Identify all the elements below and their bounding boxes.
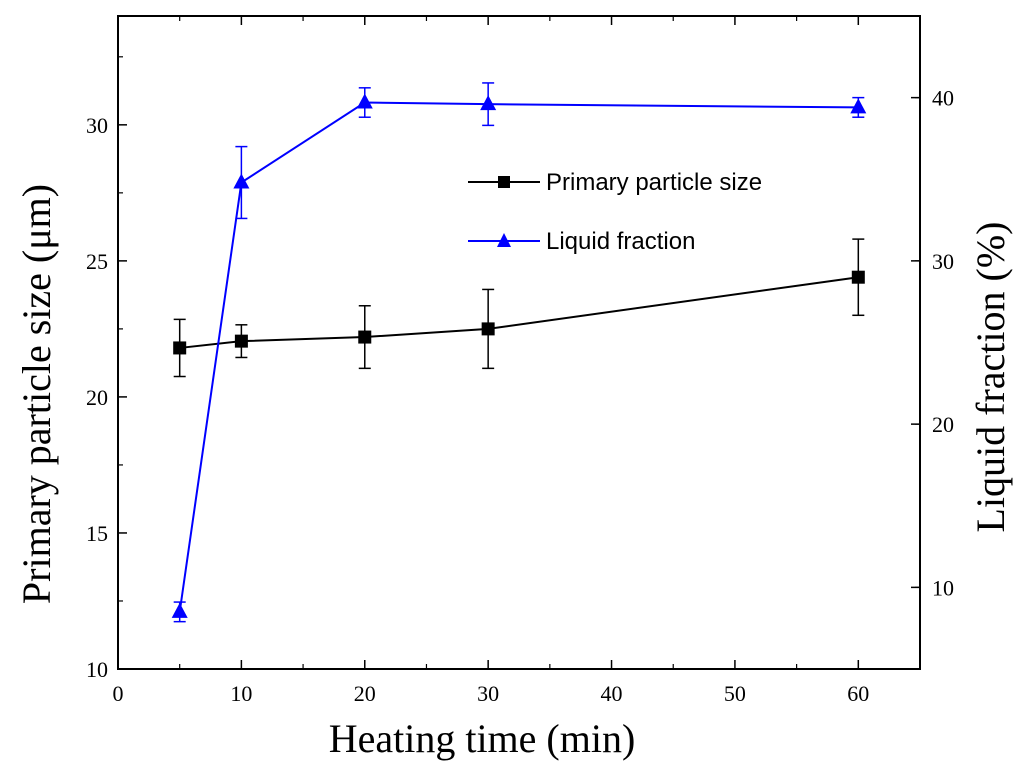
x-axis-title: Heating time (min) — [329, 716, 636, 761]
y2-tick-label: 40 — [932, 86, 954, 111]
data-point-triangle — [233, 173, 250, 189]
data-point-square — [851, 270, 865, 284]
data-point-square — [481, 322, 495, 336]
series-layer — [171, 82, 867, 623]
y2-axis-title: Liquid fraction (%) — [968, 222, 1013, 533]
data-point-triangle — [850, 98, 867, 114]
legend-label-liquid: Liquid fraction — [546, 228, 695, 255]
x-tick-label: 60 — [847, 681, 869, 706]
legend-marker-liquid — [497, 233, 511, 247]
y2-tick-label: 30 — [932, 249, 954, 274]
x-tick-label: 10 — [230, 681, 252, 706]
y-tick-label: 20 — [86, 385, 108, 410]
y-tick-label: 30 — [86, 113, 108, 138]
y-tick-label: 15 — [86, 521, 108, 546]
data-point-triangle — [480, 95, 497, 111]
data-point-square — [358, 330, 372, 344]
x-tick-label: 0 — [113, 681, 124, 706]
y2-tick-label: 10 — [932, 575, 954, 600]
legend-label-primary: Primary particle size — [546, 169, 762, 196]
y-tick-label: 25 — [86, 249, 108, 274]
x-tick-label: 50 — [724, 681, 746, 706]
data-point-triangle — [356, 93, 373, 109]
data-point-square — [234, 334, 248, 348]
x-tick-label: 40 — [601, 681, 623, 706]
legend-marker-primary — [498, 176, 510, 188]
legend: Primary particle size Liquid fraction — [468, 169, 762, 255]
plot-frame — [117, 15, 921, 670]
series-line-0 — [179, 276, 859, 349]
data-point-square — [173, 341, 187, 355]
y-tick-label: 10 — [86, 657, 108, 682]
data-point-triangle — [171, 602, 188, 618]
y-axis-title: Primary particle size (μm) — [14, 184, 59, 604]
x-tick-label: 30 — [477, 681, 499, 706]
y2-tick-label: 20 — [932, 412, 954, 437]
x-tick-label: 20 — [354, 681, 376, 706]
